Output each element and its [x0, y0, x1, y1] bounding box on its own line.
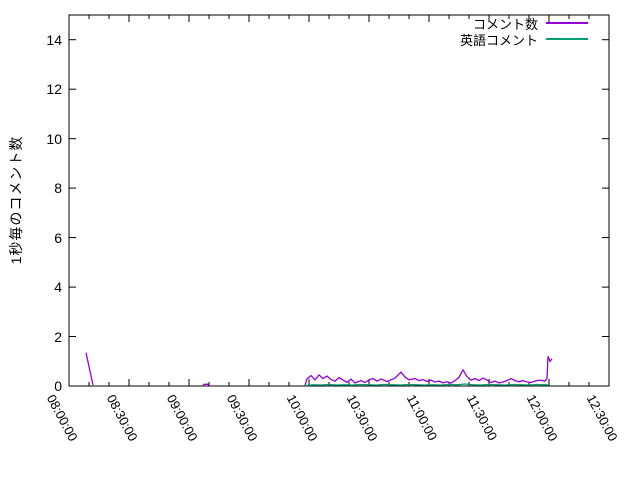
legend-line-sample [546, 38, 588, 40]
legend-label: コメント数 [472, 16, 538, 32]
legend-entry: 英語コメント [420, 31, 588, 48]
plot-border [68, 14, 610, 387]
y-tick-label: 8 [54, 180, 62, 197]
series-line-0 [85, 352, 94, 386]
legend-entry: コメント数 [420, 15, 588, 32]
y-tick-label: 12 [46, 81, 62, 98]
series-line-1 [304, 383, 550, 387]
y-tick-label: 2 [54, 328, 62, 345]
y-tick-label: 14 [46, 31, 62, 48]
series-line-0 [202, 383, 210, 386]
y-tick-label: 6 [54, 229, 62, 246]
y-tick-label: 0 [54, 378, 62, 394]
series-line-0 [304, 356, 553, 386]
y-tick-label: 10 [46, 130, 62, 147]
y-tick-label: 4 [54, 279, 62, 296]
legend-label: 英語コメント [459, 32, 538, 48]
legend: コメント数 英語コメント [420, 15, 588, 48]
legend-line-sample [546, 22, 588, 24]
